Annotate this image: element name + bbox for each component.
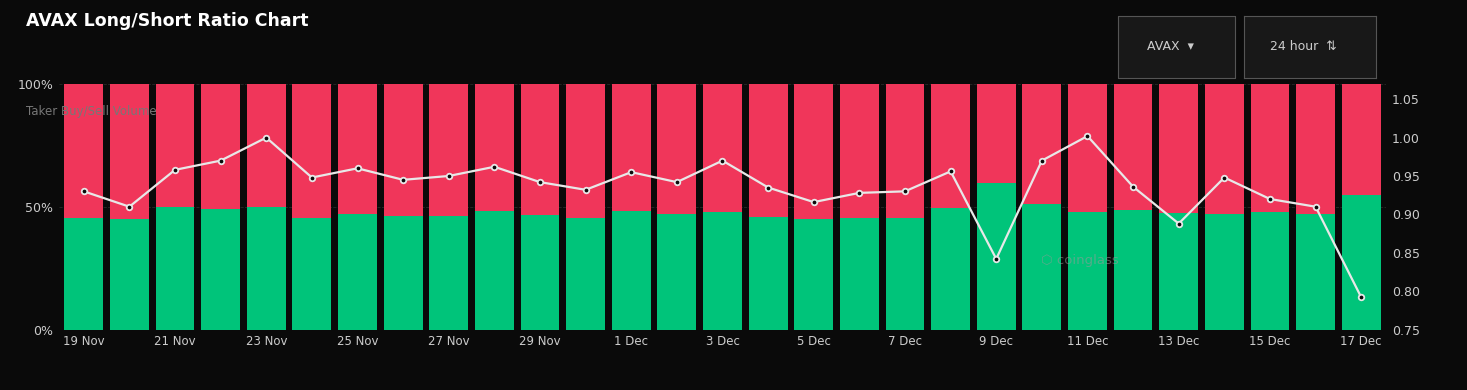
- Bar: [337, 214, 377, 330]
- Bar: [1113, 210, 1153, 330]
- Bar: [841, 84, 879, 218]
- Bar: [110, 84, 148, 219]
- Bar: [886, 218, 924, 330]
- Bar: [521, 84, 559, 215]
- Bar: [612, 211, 651, 330]
- Bar: [1297, 84, 1335, 214]
- Bar: [475, 211, 513, 330]
- Bar: [1204, 84, 1244, 214]
- Bar: [1022, 84, 1061, 204]
- Bar: [1342, 195, 1380, 330]
- Text: ⬡ coinglass: ⬡ coinglass: [1042, 254, 1119, 267]
- Bar: [292, 218, 332, 330]
- Bar: [1068, 212, 1108, 330]
- Bar: [932, 208, 970, 330]
- Bar: [886, 84, 924, 218]
- Bar: [1250, 212, 1289, 330]
- Bar: [566, 218, 604, 330]
- Bar: [748, 84, 788, 217]
- Bar: [703, 212, 742, 330]
- Bar: [1113, 84, 1153, 210]
- Bar: [1068, 84, 1108, 212]
- Bar: [657, 84, 697, 215]
- Bar: [110, 219, 148, 330]
- Bar: [794, 84, 833, 220]
- Bar: [932, 84, 970, 208]
- Bar: [566, 84, 604, 218]
- Bar: [1022, 204, 1061, 330]
- Bar: [384, 84, 422, 216]
- Bar: [794, 220, 833, 330]
- Text: 24 hour  ⇅: 24 hour ⇅: [1270, 40, 1336, 53]
- Bar: [246, 207, 286, 330]
- Bar: [337, 84, 377, 214]
- Text: AVAX  ▾: AVAX ▾: [1147, 40, 1194, 53]
- Bar: [430, 84, 468, 216]
- Bar: [201, 209, 241, 330]
- Bar: [201, 84, 241, 209]
- Bar: [977, 84, 1015, 183]
- Bar: [156, 207, 195, 330]
- Bar: [384, 216, 422, 330]
- Bar: [156, 84, 195, 207]
- Bar: [1250, 84, 1289, 212]
- Bar: [292, 84, 332, 218]
- Bar: [1159, 84, 1199, 213]
- Text: Taker Buy/Sell Volume: Taker Buy/Sell Volume: [26, 105, 157, 118]
- Bar: [657, 215, 697, 330]
- Bar: [1342, 84, 1380, 195]
- Bar: [977, 183, 1015, 330]
- Bar: [65, 84, 103, 218]
- Bar: [841, 218, 879, 330]
- Text: AVAX Long/Short Ratio Chart: AVAX Long/Short Ratio Chart: [26, 12, 310, 30]
- Bar: [246, 84, 286, 207]
- Bar: [430, 216, 468, 330]
- Bar: [1159, 213, 1199, 330]
- Bar: [703, 84, 742, 212]
- Bar: [612, 84, 651, 211]
- Bar: [475, 84, 513, 211]
- Bar: [521, 215, 559, 330]
- Bar: [1297, 214, 1335, 330]
- Bar: [65, 218, 103, 330]
- Bar: [748, 217, 788, 330]
- Bar: [1204, 214, 1244, 330]
